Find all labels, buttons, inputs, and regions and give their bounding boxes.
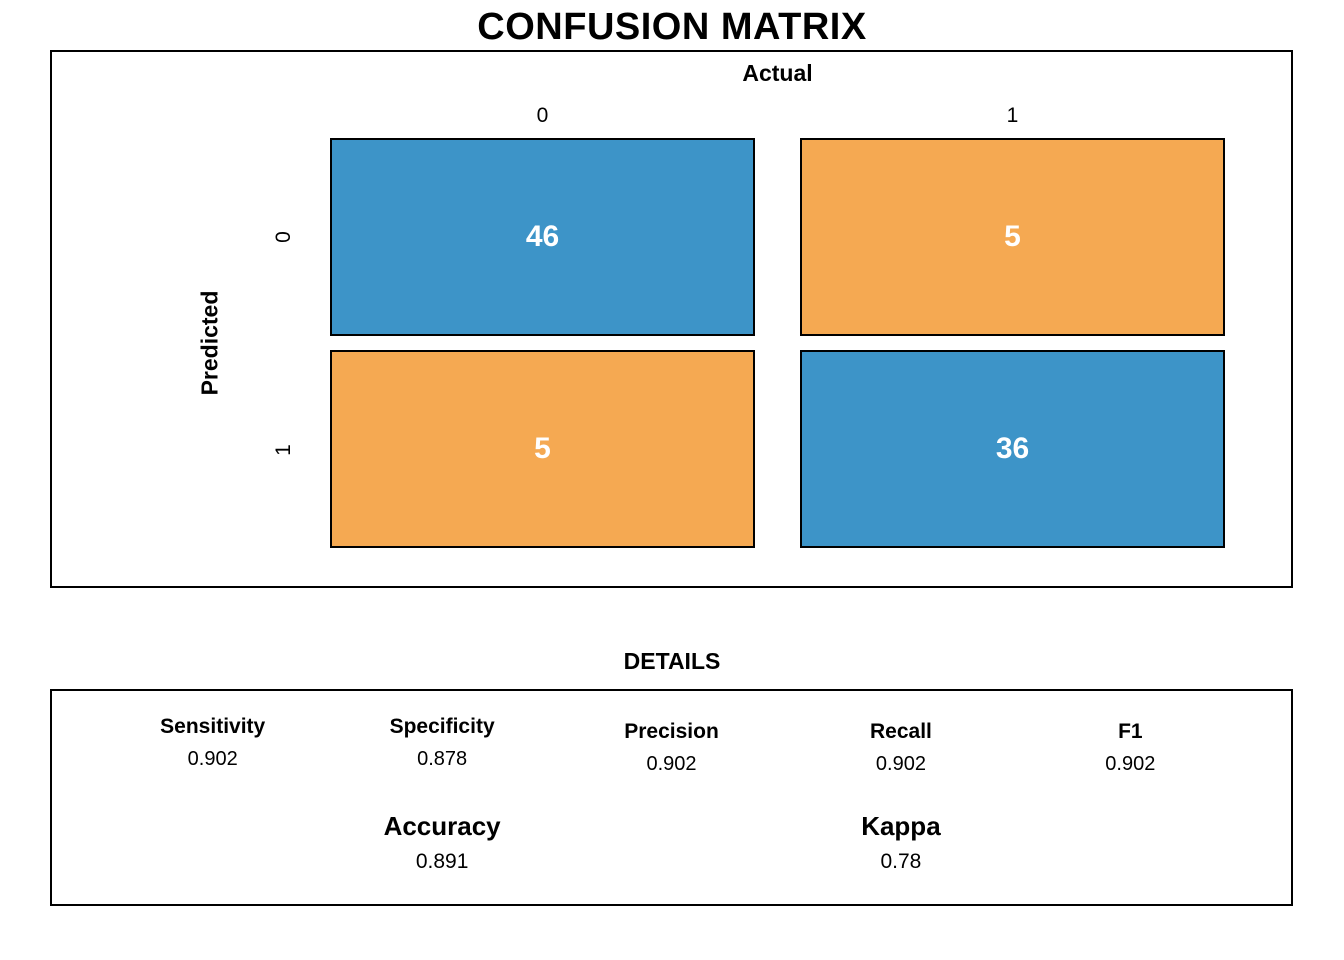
metric-precision-value: 0.902 (646, 753, 697, 775)
metric-specificity-label: Specificity (389, 715, 495, 738)
row-label-1-text: 1 (272, 444, 295, 456)
y-axis-label-text: Predicted (196, 290, 223, 396)
metric-f1: F1 0.902 (1016, 720, 1245, 776)
metric-specificity-value: 0.878 (417, 748, 468, 770)
metric-sensitivity-value: 0.902 (187, 748, 238, 770)
metric-precision-label: Precision (624, 720, 719, 743)
matrix-cell-false-negative: 5 (800, 138, 1225, 336)
summary-spacer-middle (557, 811, 786, 874)
metric-kappa: Kappa 0.78 (786, 811, 1015, 874)
details-panel: Sensitivity 0.902 Specificity 0.878 Prec… (50, 689, 1293, 906)
metric-sensitivity-label: Sensitivity (160, 715, 266, 738)
metric-recall-value: 0.902 (875, 753, 926, 775)
metric-specificity: Specificity 0.878 (327, 715, 556, 771)
metric-recall: Recall 0.902 (786, 720, 1015, 776)
metric-kappa-label: Kappa (861, 811, 941, 841)
metric-f1-value: 0.902 (1105, 753, 1156, 775)
row-label-0-text: 0 (272, 231, 295, 243)
cell-value-false-negative: 5 (1004, 220, 1021, 253)
matrix-grid: 46 5 5 36 (330, 138, 1225, 548)
matrix-cell-false-positive: 5 (330, 350, 755, 548)
metric-accuracy: Accuracy 0.891 (327, 811, 556, 874)
x-axis-label: Actual (742, 60, 813, 86)
metric-kappa-value: 0.78 (880, 850, 922, 873)
matrix-cell-true-negative: 46 (330, 138, 755, 336)
summary-row: Accuracy 0.891 Kappa 0.78 (98, 811, 1245, 874)
metric-accuracy-value: 0.891 (415, 850, 469, 873)
cell-value-true-positive: 36 (995, 432, 1030, 465)
summary-spacer-right (1016, 811, 1245, 874)
details-title: DETAILS (623, 648, 721, 674)
metric-recall-label: Recall (869, 720, 932, 743)
metrics-row: Sensitivity 0.902 Specificity 0.878 Prec… (98, 715, 1245, 775)
column-label-1: 1 (1006, 104, 1019, 127)
chart-title: CONFUSION MATRIX (477, 6, 867, 48)
metric-sensitivity: Sensitivity 0.902 (98, 715, 327, 771)
matrix-cell-true-positive: 36 (800, 350, 1225, 548)
metric-accuracy-label: Accuracy (383, 811, 501, 841)
summary-spacer-left (98, 811, 327, 874)
cell-value-true-negative: 46 (525, 220, 560, 253)
cell-value-false-positive: 5 (534, 432, 551, 465)
column-label-0: 0 (536, 104, 549, 127)
matrix-panel: Actual 0 1 Predicted 0 1 46 5 5 36 (50, 50, 1293, 588)
metric-precision: Precision 0.902 (557, 720, 786, 776)
metric-f1-label: F1 (1118, 720, 1143, 743)
